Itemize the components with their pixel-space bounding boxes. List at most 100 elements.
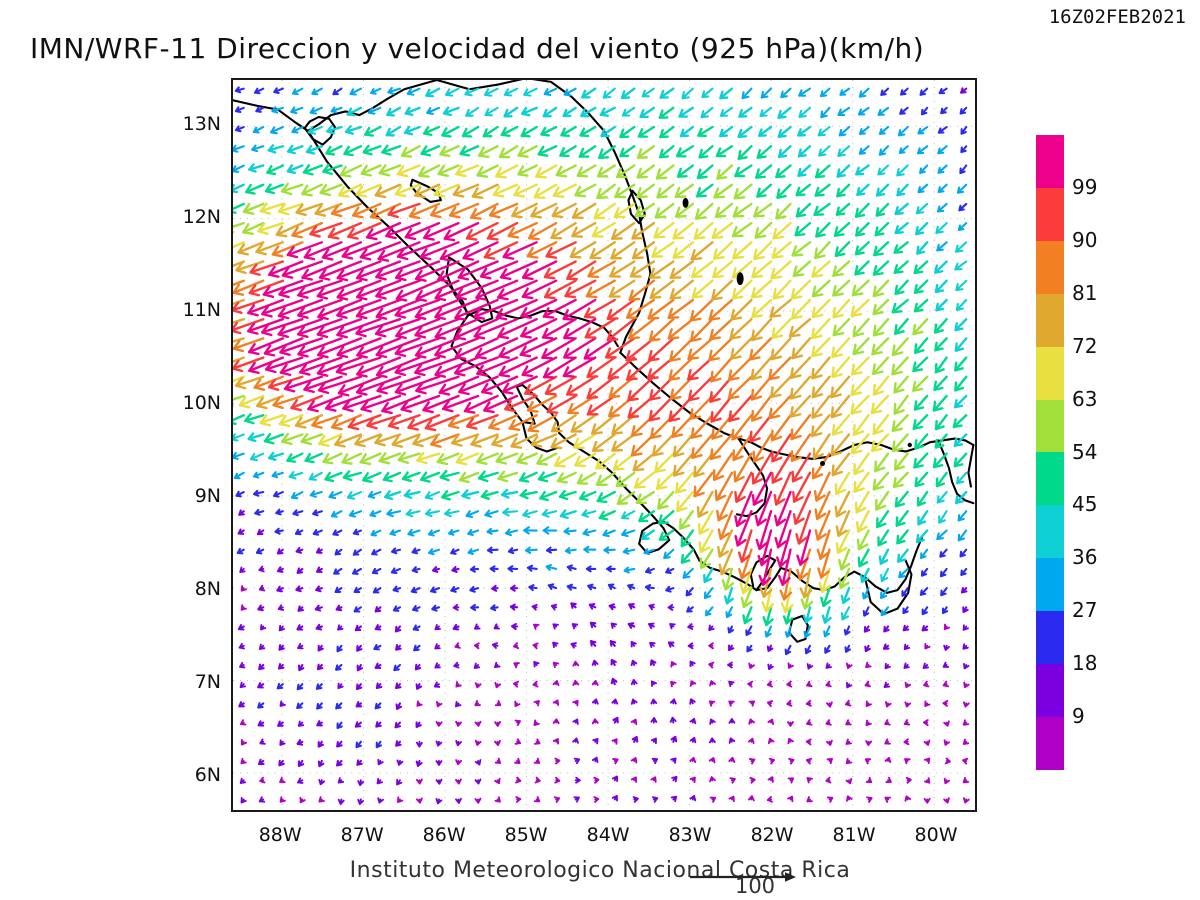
wind-arrow <box>374 606 382 613</box>
wind-arrow <box>767 663 774 671</box>
wind-arrow <box>728 680 735 688</box>
wind-arrow <box>731 221 753 238</box>
wind-arrow <box>636 183 656 199</box>
wind-arrow <box>435 778 443 785</box>
wind-arrow <box>550 603 558 611</box>
wind-arrow <box>583 545 597 554</box>
wind-arrow <box>939 548 948 558</box>
wind-arrow <box>719 125 734 138</box>
wind-arrow <box>435 720 443 727</box>
wind-arrow <box>527 564 538 572</box>
wind-arrow <box>748 662 755 669</box>
wind-arrow <box>474 720 482 727</box>
wind-arrow <box>941 606 949 615</box>
wind-arrow <box>632 796 639 803</box>
wind-arrow <box>439 469 460 482</box>
wind-arrow <box>766 700 774 707</box>
wind-arrow <box>670 735 678 743</box>
wind-arrow <box>330 106 343 114</box>
wind-arrow <box>650 776 657 783</box>
wind-arrow <box>834 471 851 496</box>
wind-arrow <box>530 433 558 448</box>
wind-arrow <box>581 87 597 99</box>
wind-arrow <box>830 394 851 419</box>
wind-arrow <box>500 125 519 137</box>
wind-arrow <box>740 586 753 609</box>
wind-arrow <box>572 660 580 667</box>
wind-arrow <box>520 298 558 319</box>
wind-arrow <box>377 758 384 766</box>
wind-arrow <box>391 547 402 555</box>
wind-arrow <box>696 490 714 518</box>
wind-arrow <box>404 106 421 117</box>
wind-arrow <box>233 471 245 480</box>
wind-arrow <box>820 106 831 119</box>
wind-arrow <box>902 624 910 632</box>
wind-arrow <box>733 183 753 200</box>
wind-arrow <box>573 757 581 765</box>
wind-arrow <box>728 795 735 803</box>
wind-arrow <box>878 125 890 135</box>
wind-arrow <box>732 241 753 260</box>
wind-arrow <box>427 529 441 537</box>
wind-arrow <box>356 260 402 282</box>
wind-arrow <box>414 317 460 339</box>
wind-arrow <box>633 471 656 489</box>
lon-tick-85w: 85W <box>504 824 548 846</box>
wind-arrow <box>458 375 499 396</box>
wind-arrow <box>857 106 870 116</box>
wind-arrow <box>469 565 480 573</box>
wind-arrow <box>385 125 402 137</box>
wind-arrows <box>233 86 970 805</box>
wind-arrow <box>812 433 831 460</box>
wind-arrow <box>490 604 499 612</box>
wind-arrow <box>403 489 421 500</box>
wind-arrow <box>681 87 694 100</box>
wind-arrow <box>705 606 714 617</box>
wind-arrow <box>602 529 616 538</box>
wind-arrow <box>463 394 499 414</box>
wind-arrow <box>495 164 519 179</box>
wind-arrow <box>547 583 558 591</box>
wind-arrow <box>434 643 441 650</box>
wind-arrow <box>593 776 600 784</box>
wind-arrow <box>900 87 909 96</box>
wind-arrow <box>543 279 577 300</box>
wind-arrow <box>551 202 577 219</box>
wind-arrow <box>336 279 382 301</box>
wind-arrow <box>716 164 734 180</box>
wind-arrow <box>669 716 677 724</box>
wind-arrow <box>741 87 753 100</box>
wind-arrow <box>335 702 343 710</box>
wind-arrow <box>672 433 695 458</box>
wind-arrow <box>355 683 363 691</box>
wind-arrow <box>367 490 382 499</box>
wind-arrow <box>787 795 794 803</box>
wind-arrow <box>491 642 499 649</box>
wind-arrow <box>850 375 870 396</box>
wind-arrow <box>770 260 792 280</box>
wind-arrow <box>855 164 870 176</box>
wind-arrow <box>635 490 656 505</box>
wind-arrow <box>934 279 948 294</box>
wind-arrow <box>671 776 678 783</box>
wind-arrow <box>500 488 519 499</box>
wind-arrow <box>693 452 714 478</box>
wind-arrow <box>245 183 265 195</box>
wind-arrow <box>519 488 538 500</box>
wind-arrow <box>913 394 929 411</box>
wind-arrow <box>752 433 773 463</box>
wind-arrow <box>279 356 324 377</box>
wind-arrow <box>825 680 832 688</box>
wind-arrow <box>503 87 519 97</box>
wind-arrow <box>559 509 577 520</box>
wind-arrow <box>354 721 362 728</box>
colorbar-label-54: 54 <box>1072 439 1098 464</box>
wind-arrow <box>355 183 382 198</box>
lat-tick-13n: 13N <box>182 113 221 136</box>
wind-arrow <box>235 260 265 275</box>
wind-arrow <box>730 298 753 321</box>
wind-arrow <box>234 86 245 94</box>
wind-arrow <box>494 757 502 764</box>
wind-arrow <box>934 337 948 352</box>
